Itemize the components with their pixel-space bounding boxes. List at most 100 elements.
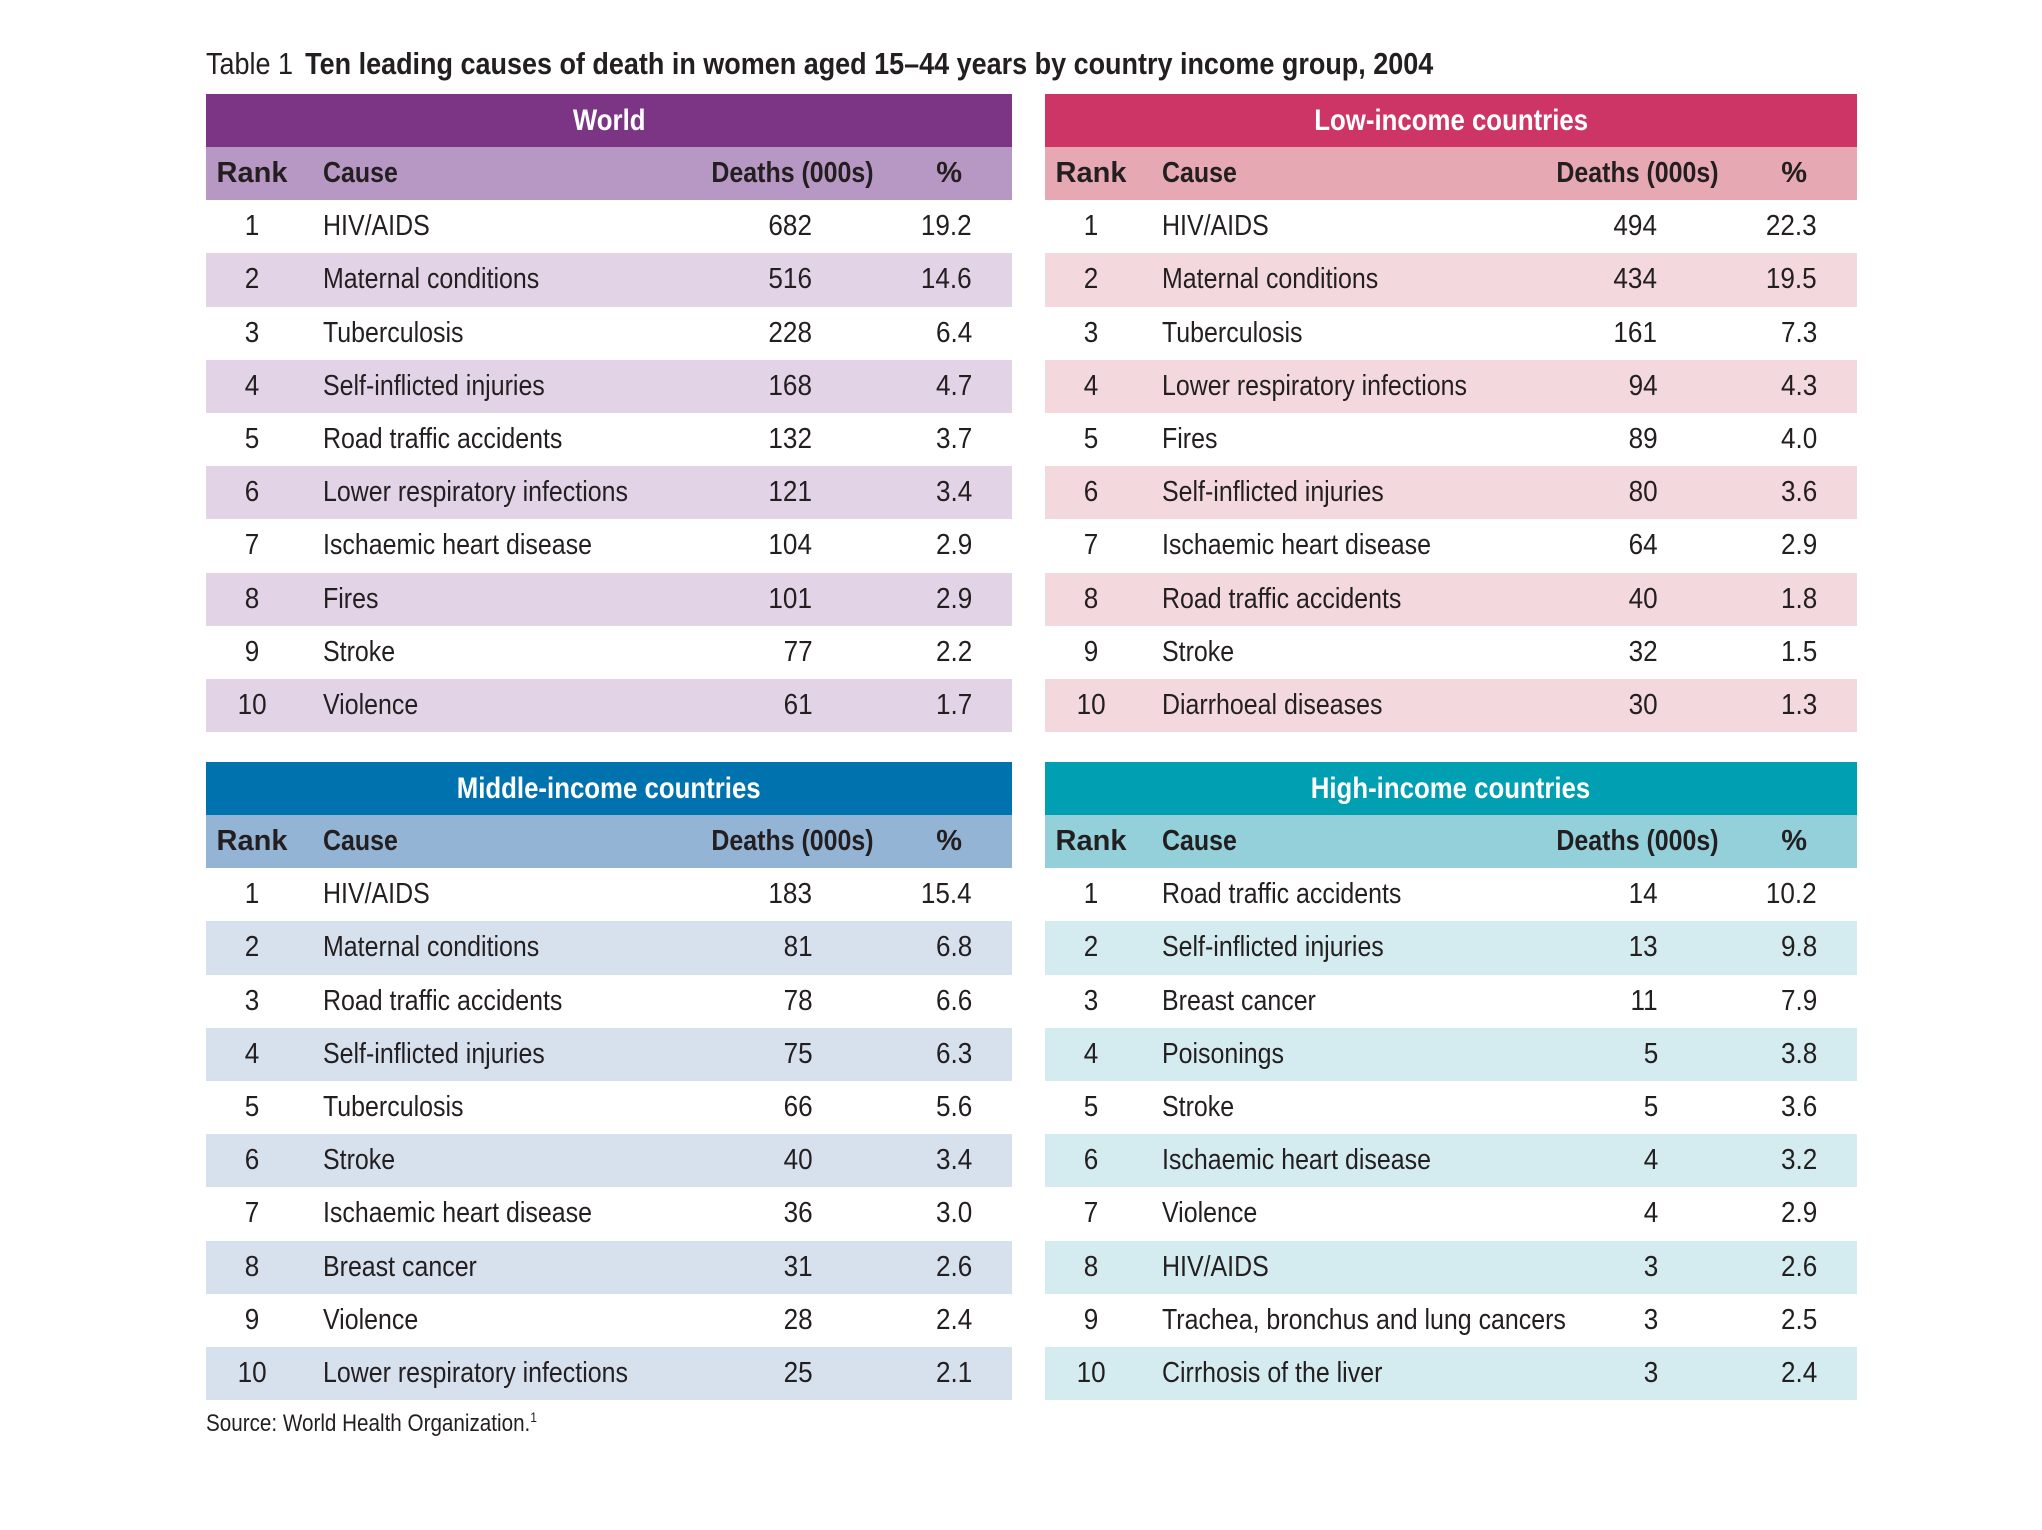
deaths-cell: 77 [782,626,814,679]
deaths-cell: 81 [782,921,814,974]
percent-cell: 3.2 [1779,1134,1819,1187]
deaths-cell: 13 [1627,921,1659,974]
rank-cell: 2 [216,921,288,974]
panel-title: World [572,104,646,137]
percent-cell: 15.4 [918,868,974,921]
header-rank: Rank [216,157,288,189]
rank-cell: 8 [1055,1241,1127,1294]
table-row: 9 Stroke 77 2.2 [206,626,1012,679]
header-cause: Cause [323,157,398,189]
cause-cell: Violence [323,688,419,721]
table-row: 4 Poisonings 5 3.8 [1045,1027,1857,1081]
percent-cell-value: 3.4 [935,476,972,509]
rank-cell: 8 [1055,573,1127,626]
panel-title: Middle-income countries [457,772,761,805]
deaths-cell-value: 4 [1643,1144,1659,1177]
deaths-cell: 94 [1627,360,1659,413]
header-deaths: Deaths (000s) [1556,825,1719,857]
source-note: Source: World Health Organization.1 [206,1409,537,1438]
rank-cell-value: 5 [244,422,260,455]
rank-cell-value: 10 [237,688,267,721]
deaths-cell: 132 [766,413,814,466]
percent-cell-value: 3.7 [935,422,972,455]
cause-cell: Tuberculosis [1162,316,1303,349]
percent-cell-value: 3.8 [1780,1037,1817,1070]
percent-cell: 14.6 [918,253,974,306]
percent-cell: 2.4 [934,1294,974,1347]
header-deaths: Deaths (000s) [711,157,874,189]
percent-cell-value: 14.6 [920,263,972,296]
cause-cell: Tuberculosis [323,1090,464,1123]
deaths-cell-value: 31 [783,1250,813,1283]
percent-cell: 3.4 [934,466,974,519]
rank-cell: 6 [216,466,288,519]
rank-cell: 3 [216,307,288,360]
panel-middle-income: Middle-income countries Rank Cause Deaths … [206,762,1012,1401]
deaths-cell-value: 75 [783,1037,813,1070]
table-row: 6 Stroke 40 3.4 [206,1134,1012,1188]
rank-cell: 5 [1055,1081,1127,1134]
deaths-cell-value: 183 [768,878,812,911]
rank-cell: 5 [1055,413,1127,466]
deaths-cell-value: 66 [783,1090,813,1123]
rank-cell: 9 [1055,1294,1127,1347]
table-row: 4 Self-inflicted injuries 168 4.7 [206,359,1012,413]
percent-cell-value: 2.9 [1780,1197,1817,1230]
header-percent: % [936,157,962,189]
percent-cell-value: 6.6 [935,984,972,1017]
rank-cell: 6 [1055,1134,1127,1187]
source-reference: 1 [530,1409,537,1425]
table-row: 4 Lower respiratory infections 94 4.3 [1045,359,1857,413]
deaths-cell: 11 [1629,975,1659,1028]
percent-cell-value: 5.6 [935,1090,972,1123]
cause-cell: Cirrhosis of the liver [1162,1356,1383,1389]
deaths-cell: 4 [1643,1134,1659,1187]
percent-cell: 2.9 [934,573,974,626]
deaths-cell-value: 78 [783,984,813,1017]
cause-cell: Poisonings [1162,1037,1285,1070]
cause-cell: Self-inflicted injuries [1162,476,1384,509]
percent-cell: 2.2 [934,626,974,679]
table-row: 1 HIV/AIDS 682 19.2 [206,200,1012,253]
rank-cell-value: 6 [244,476,260,509]
percent-cell-value: 2.4 [935,1303,972,1336]
rank-cell-value: 3 [244,316,260,349]
header-percent: % [1781,157,1807,189]
header-deaths: Deaths (000s) [1556,157,1719,189]
deaths-cell-value: 104 [768,529,812,562]
cause-cell: Ischaemic heart disease [1162,1144,1431,1177]
rank-cell-value: 5 [1083,422,1099,455]
table-row: 3 Road traffic accidents 78 6.6 [206,975,1012,1028]
deaths-cell-value: 77 [783,635,813,668]
cause-cell: Ischaemic heart disease [323,529,592,562]
table-row: 10 Lower respiratory infections 25 2.1 [206,1346,1012,1401]
percent-cell-value: 2.9 [1780,529,1817,562]
rank-cell-value: 1 [244,210,260,243]
rank-cell-value: 6 [1083,1144,1099,1177]
percent-cell-value: 10.2 [1765,878,1817,911]
header-cause: Cause [1162,825,1237,857]
header-percent: % [1781,825,1807,857]
deaths-cell-value: 121 [768,476,812,509]
deaths-cell-value: 81 [783,931,813,964]
cause-cell: HIV/AIDS [1162,210,1269,243]
percent-cell: 10.2 [1763,868,1819,921]
percent-cell-value: 2.4 [1780,1356,1817,1389]
percent-cell: 1.7 [934,679,974,732]
rank-cell: 3 [216,975,288,1028]
rank-cell: 6 [1055,466,1127,519]
header-deaths: Deaths (000s) [711,825,874,857]
rank-cell-value: 2 [244,931,260,964]
rank-cell-value: 7 [1083,1197,1099,1230]
source-text: Source: World Health Organization. [206,1410,531,1437]
table-row: 8 HIV/AIDS 3 2.6 [1045,1240,1857,1294]
deaths-cell: 66 [782,1081,814,1134]
rank-cell: 6 [216,1134,288,1187]
header-percent: % [936,825,962,857]
percent-cell: 6.3 [934,1028,974,1081]
percent-cell: 6.4 [934,307,974,360]
deaths-cell: 228 [766,307,814,360]
table-row: 5 Road traffic accidents 132 3.7 [206,413,1012,466]
rank-cell: 4 [216,360,288,413]
rank-cell-value: 4 [1083,369,1099,402]
